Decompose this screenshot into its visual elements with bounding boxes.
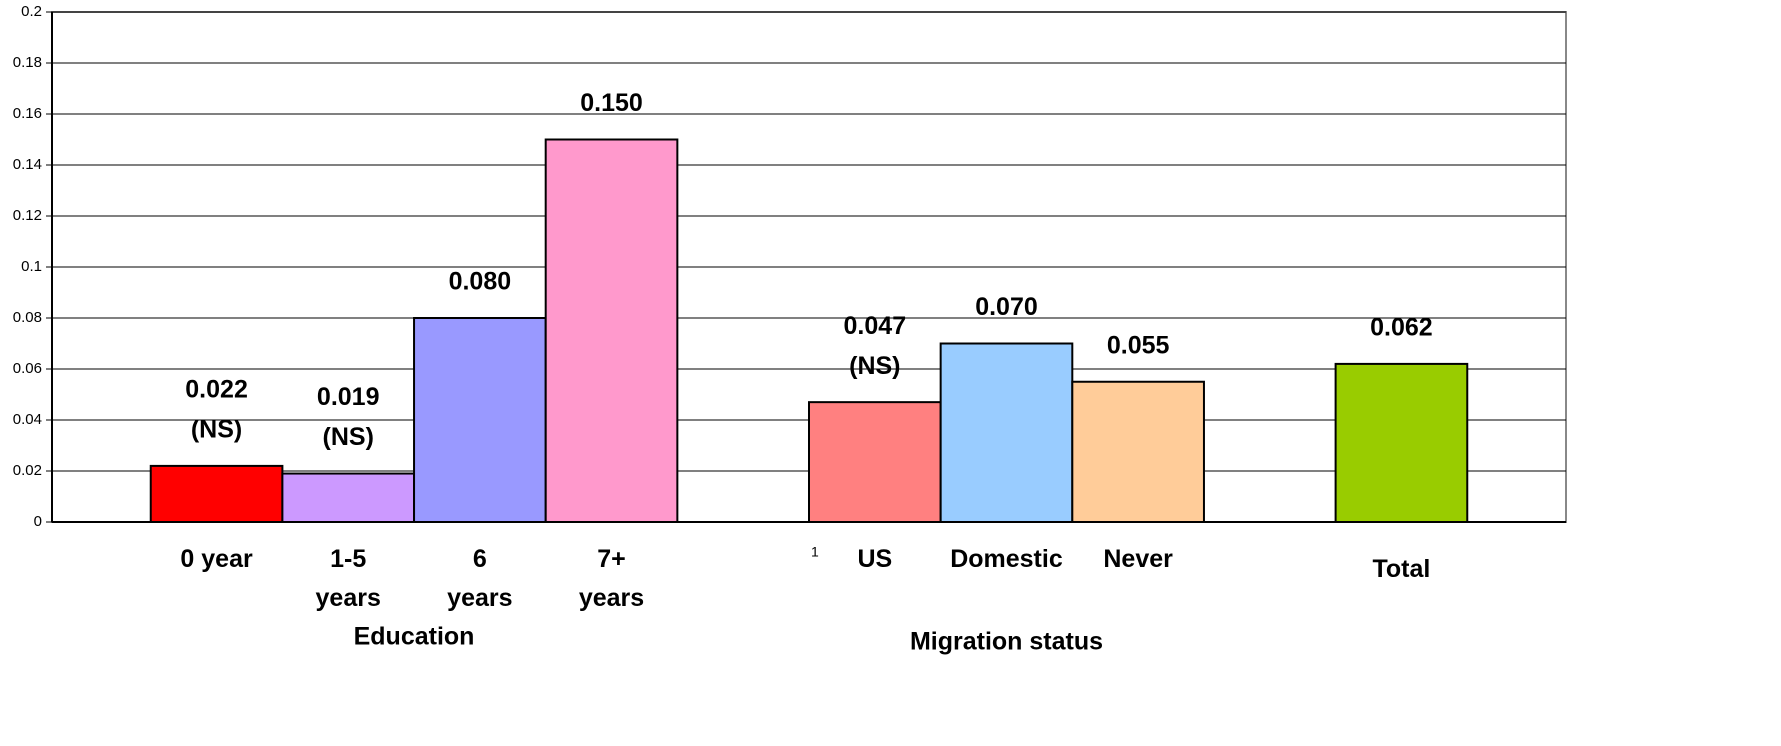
group-label: Migration status bbox=[910, 628, 1103, 656]
y-tick-label: 0.16 bbox=[13, 105, 42, 122]
y-tick-label: 0.08 bbox=[13, 309, 42, 326]
y-tick-label: 0.12 bbox=[13, 207, 42, 224]
x-tick-label: 6 years bbox=[447, 545, 513, 612]
data-label: 0.062 bbox=[1370, 314, 1433, 342]
y-tick-label: 0 bbox=[34, 513, 42, 530]
x-tick-label: Never bbox=[1103, 545, 1173, 573]
x-tick-label: 7+ years bbox=[578, 545, 645, 612]
data-label: (NS) bbox=[191, 416, 242, 444]
data-label: 0.150 bbox=[580, 89, 643, 117]
data-label: 0.047 bbox=[844, 312, 907, 340]
bar bbox=[1071, 380, 1205, 523]
y-tick-label: 0.04 bbox=[13, 411, 42, 428]
x-tick-label: Domestic bbox=[950, 545, 1063, 573]
data-label: 0.080 bbox=[449, 268, 512, 296]
bar bbox=[149, 464, 284, 523]
x-tick-label: Total bbox=[1372, 555, 1431, 583]
y-tick-label: 0.2 bbox=[21, 3, 42, 20]
group-label: Education bbox=[354, 623, 475, 651]
data-label: (NS) bbox=[323, 423, 374, 451]
data-label: 0.022 bbox=[185, 376, 248, 404]
y-tick-label: 0.14 bbox=[13, 156, 42, 173]
data-label: 0.019 bbox=[317, 383, 380, 411]
y-tick-label: 0.06 bbox=[13, 360, 42, 377]
x-tick-label: US bbox=[857, 545, 893, 573]
bar bbox=[544, 138, 679, 523]
data-label: 0.055 bbox=[1107, 331, 1170, 359]
y-tick-label: 0.02 bbox=[13, 462, 42, 479]
bar bbox=[281, 472, 416, 523]
y-tick-label: 0.1 bbox=[21, 258, 42, 275]
x-tick-label: 1-5 years bbox=[315, 545, 381, 612]
bar bbox=[939, 342, 1074, 523]
data-label: (NS) bbox=[849, 352, 900, 380]
bar bbox=[1334, 362, 1469, 523]
data-label: 0.070 bbox=[975, 293, 1038, 321]
y-tick-label: 0.18 bbox=[13, 54, 42, 71]
x-tick-label: 0 year bbox=[180, 545, 253, 573]
bar bbox=[808, 401, 942, 523]
footnote-marker: 1 bbox=[811, 544, 819, 560]
bar bbox=[413, 317, 547, 523]
